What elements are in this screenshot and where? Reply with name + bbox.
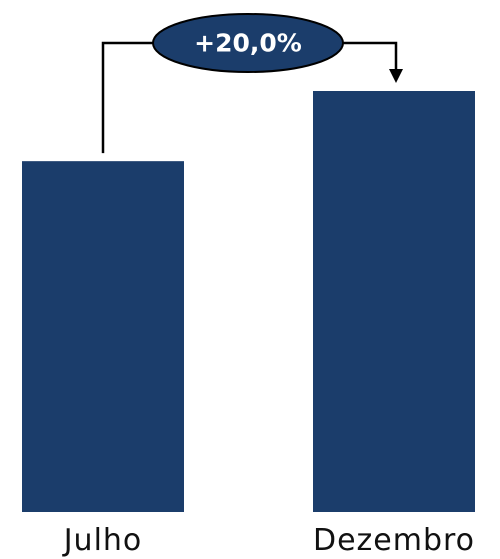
change-percent-label: +20,0% bbox=[194, 29, 302, 58]
category-labels: Julho Dezembro bbox=[62, 523, 475, 558]
bars-layer bbox=[22, 91, 475, 512]
bar-julho bbox=[22, 161, 184, 512]
change-badge: +20,0% bbox=[152, 13, 344, 73]
category-label-dezembro: Dezembro bbox=[313, 523, 475, 558]
arrowhead-icon bbox=[389, 69, 403, 83]
category-label-julho: Julho bbox=[62, 523, 143, 558]
bar-dezembro bbox=[313, 91, 475, 512]
change-badge-ellipse bbox=[152, 13, 344, 73]
